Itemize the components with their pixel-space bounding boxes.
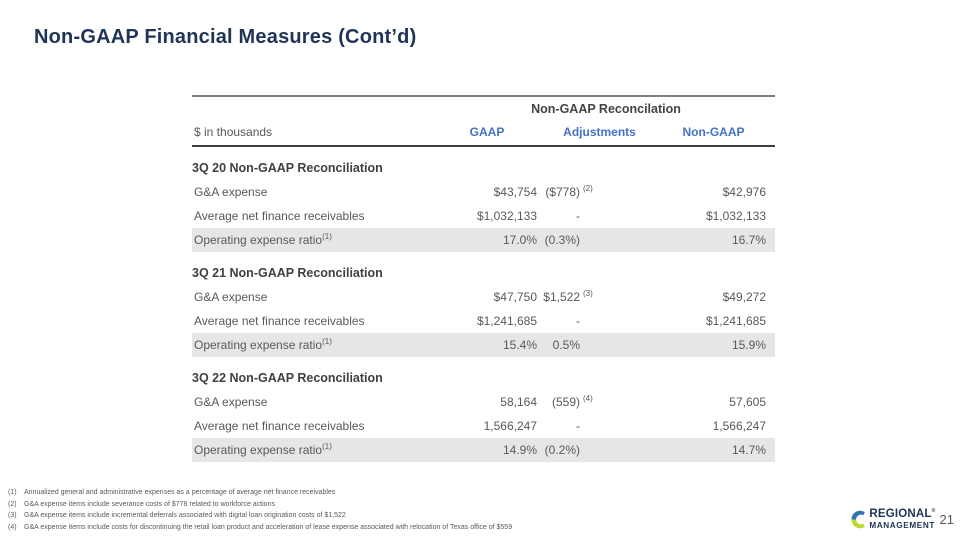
footnote: (2) G&A expense items include severance c… [8,499,512,511]
footnotes: (1) Annualized general and administrative… [8,487,512,533]
column-header-non-gaap: Non-GAAP [682,125,745,139]
gaap-value: 14.9% [502,443,537,457]
gaap-value: 15.4% [502,338,537,352]
row-label: Operating expense ratio(1) [192,232,437,248]
non-gaap-value: $49,272 [722,290,766,304]
table-body: 3Q 20 Non-GAAP Reconciliation G&A expense… [192,156,775,462]
table-group-header-row: Non-GAAP Reconcilation [192,97,775,123]
logo-swoosh-blue [851,510,866,520]
row-label-text: Operating expense ratio [194,338,323,352]
section-header: 3Q 21 Non-GAAP Reconciliation [192,266,383,280]
gaap-value: 17.0% [502,233,537,247]
adjustment-value: (0.3%) [544,233,580,247]
section-header: 3Q 20 Non-GAAP Reconciliation [192,161,383,175]
non-gaap-value: 1,566,247 [712,419,766,433]
non-gaap-value: $1,032,133 [705,209,766,223]
gaap-value: $43,754 [493,185,537,199]
footnote-text: G&A expense items include incremental de… [24,512,346,519]
footnote-ref: (1) [322,337,332,346]
logo-line2: MANAGEMENT [869,520,935,530]
adjustment-value: - [576,209,580,223]
non-gaap-value: 57,605 [729,395,766,409]
column-header-adjustments: Adjustments [563,125,636,139]
footnote-ref: (1) [322,232,332,241]
footnote-text: G&A expense items include costs for disc… [24,523,513,531]
gaap-value: 58,164 [500,395,537,409]
footnote-number: (2) [8,500,17,508]
table-row: Average net finance receivables $1,032,13… [192,204,775,228]
reconciliation-table: Non-GAAP Reconcilation $ in thousands GA… [192,95,775,462]
row-label-text: G&A expense [194,185,268,199]
logo-swoosh-green [851,519,866,529]
row-label-text: Operating expense ratio [194,233,323,247]
table-row: Average net finance receivables $1,241,68… [192,309,775,333]
regional-management-logo-text: REGIONAL® MANAGEMENT [869,508,936,530]
footnote-text: G&A expense items include severance cost… [24,500,275,508]
adjustment-value: ($778) [545,185,580,199]
page-number: 21 [939,512,954,527]
adjustment-footnote-ref: (4) [583,393,593,403]
non-gaap-value: 15.9% [731,338,766,352]
row-label-text: Average net finance receivables [194,419,365,433]
row-label: G&A expense [192,185,437,199]
gaap-value: $1,032,133 [476,209,537,223]
non-gaap-value: 16.7% [731,233,766,247]
adjustment-value: - [576,314,580,328]
row-label: Average net finance receivables [192,209,437,223]
adjustment-value: (559) [551,395,580,409]
table-row: Operating expense ratio(1) 17.0% (0.3%) 16.… [192,228,775,252]
table-column-header-row: $ in thousands GAAP Adjustments Non-GAAP [192,123,775,147]
table-group-header: Non-GAAP Reconcilation [531,102,681,116]
adjustment-value: - [576,419,580,433]
brand-footer: REGIONAL® MANAGEMENT 21 [851,508,954,530]
non-gaap-value: $42,976 [722,185,766,199]
footnote: (1) Annualized general and administrative… [8,487,512,499]
adjustment-value: 0.5% [552,338,580,352]
adjustment-footnote-ref: (2) [583,183,593,193]
row-label: G&A expense [192,395,437,409]
gaap-value: 1,566,247 [483,419,537,433]
adjustment-value: (0.2%) [544,443,580,457]
table-row: Operating expense ratio(1) 15.4% 0.5% 15.9% [192,333,775,357]
row-label-text: Operating expense ratio [194,443,323,457]
logo-line1: REGIONAL® [869,508,936,521]
unit-label: $ in thousands [194,125,273,139]
regional-management-logo-icon [851,509,866,530]
footnote: (4) G&A expense items include costs for d… [8,522,512,534]
row-label: Average net finance receivables [192,419,437,433]
table-row: G&A expense $47,750 $1,522 (3) $49,272 [192,285,775,309]
row-label-text: G&A expense [194,395,268,409]
footnote-number: (4) [8,523,17,531]
row-label: Average net finance receivables [192,314,437,328]
row-label: Operating expense ratio(1) [192,337,437,353]
row-label-text: Average net finance receivables [194,209,365,223]
table-row: Average net finance receivables 1,566,247… [192,414,775,438]
page-title: Non-GAAP Financial Measures (Cont’d) [34,26,417,48]
footnote-ref: (1) [322,442,332,451]
table-row: G&A expense $43,754 ($778) (2) $42,976 [192,180,775,204]
adjustment-footnote-ref: (3) [583,288,593,298]
table-row: G&A expense 58,164 (559) (4) 57,605 [192,390,775,414]
gaap-value: $1,241,685 [476,314,537,328]
column-header-gaap: GAAP [469,125,505,139]
row-label-text: Average net finance receivables [194,314,365,328]
footnote-text: Annualized general and administrative ex… [24,489,336,496]
gaap-value: $47,750 [493,290,537,304]
footnote-number: (1) [8,489,17,496]
section-header: 3Q 22 Non-GAAP Reconciliation [192,371,383,385]
footnote: (3) G&A expense items include incremental… [8,510,512,522]
row-label: Operating expense ratio(1) [192,442,437,458]
table-row: Operating expense ratio(1) 14.9% (0.2%) 14.… [192,438,775,462]
row-label-text: G&A expense [194,290,268,304]
row-label: G&A expense [192,290,437,304]
footnote-number: (3) [8,512,17,519]
non-gaap-value: $1,241,685 [705,314,766,328]
adjustment-value: $1,522 [543,290,580,304]
non-gaap-value: 14.7% [731,443,766,457]
registered-mark: ® [931,508,936,515]
